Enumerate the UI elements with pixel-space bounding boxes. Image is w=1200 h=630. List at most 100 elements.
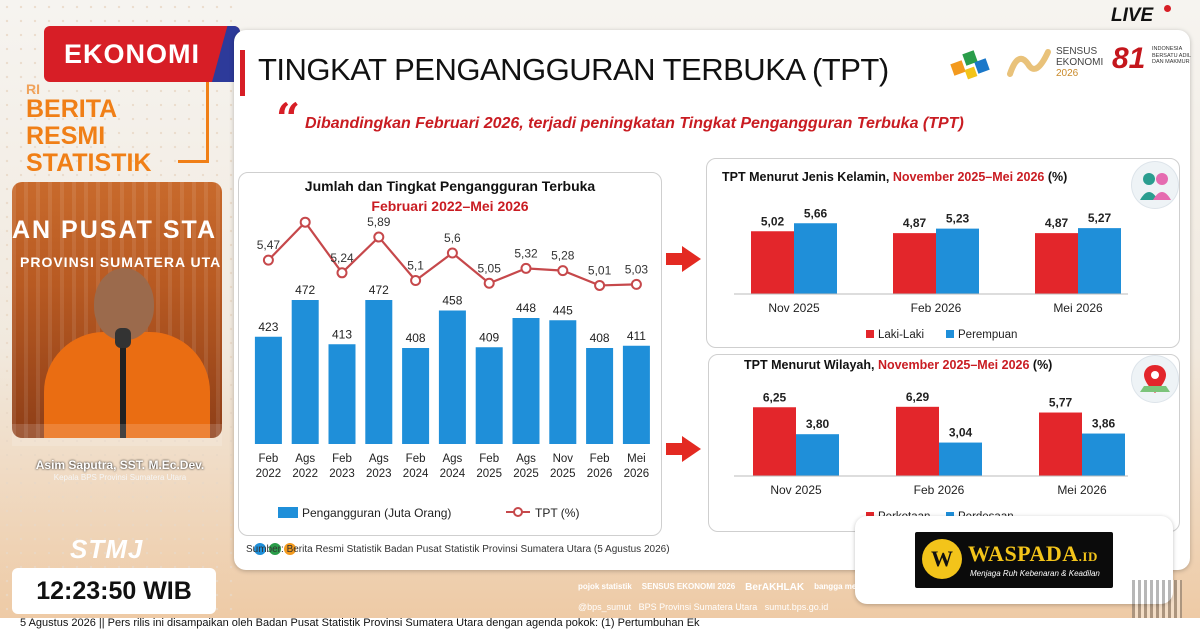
bar-label-1: 472 xyxy=(295,283,315,297)
tpt-point-7 xyxy=(520,262,532,274)
gender-bar-1-1 xyxy=(936,228,979,294)
gender-x-tick-1: Feb 2026 xyxy=(911,301,962,315)
gender-label-1-1: 5,23 xyxy=(946,212,970,226)
gender-legend-label-1: Perempuan xyxy=(958,329,1017,341)
tpt-label-9: 5,01 xyxy=(588,263,612,277)
program-title-frame xyxy=(206,40,209,162)
sensus-line-2: EKONOMI xyxy=(1056,57,1104,68)
tpt-point-4 xyxy=(410,275,422,286)
sensus-line-3: 2026 xyxy=(1056,68,1079,79)
bar-label-6: 409 xyxy=(479,330,499,344)
gender-bar-0-0 xyxy=(751,231,794,294)
x-tick-year-1: 2022 xyxy=(292,468,318,480)
arrow-right-icon xyxy=(666,246,702,272)
bar-label-5: 458 xyxy=(442,294,462,308)
footer-social: @bps_sumut BPS Provinsi Sumatera Utara s… xyxy=(578,602,829,612)
x-tick-year-4: 2024 xyxy=(403,468,429,480)
bar-unemployed-4 xyxy=(402,348,430,444)
gender-x-tick-0: Nov 2025 xyxy=(768,301,820,315)
microphone-stand xyxy=(120,330,126,438)
legend-swatch-bar xyxy=(278,507,298,518)
gender-legend-swatch-0 xyxy=(866,330,874,338)
region-chart-title-period: November 2025–Mei 2026 xyxy=(877,358,1030,372)
region-chart-title-unit: (%) xyxy=(1032,358,1053,372)
bar-unemployed-6 xyxy=(475,347,503,444)
bar-label-2: 413 xyxy=(332,327,352,341)
bar-unemployed-1 xyxy=(291,300,319,444)
footer-logo-pojok: pojok statistik xyxy=(578,582,632,591)
footer-logo-berakhlak: BerAKHLAK xyxy=(745,582,805,593)
source-note: Sumber: Berita Resmi Statistik Badan Pus… xyxy=(246,544,670,555)
region-x-tick-2: Mei 2026 xyxy=(1057,483,1107,497)
bar-unemployed-8 xyxy=(549,320,577,444)
arrow-right-icon xyxy=(666,436,702,462)
bar-unemployed-9 xyxy=(586,348,614,444)
main-chart-subtitle: Februari 2022–Mei 2026 xyxy=(371,198,529,214)
tpt-point-9 xyxy=(594,279,606,291)
x-tick-month-3: Ags xyxy=(369,453,389,465)
x-tick-month-7: Ags xyxy=(516,453,536,465)
speaker-figure xyxy=(44,332,210,438)
waspada-name-text: WASPADA xyxy=(968,541,1079,566)
region-label-0-0: 6,25 xyxy=(763,390,787,404)
tpt-point-1 xyxy=(299,216,311,228)
sensus-ekonomi-logo-icon xyxy=(1007,49,1051,77)
tpt-point-5 xyxy=(446,247,458,259)
bar-unemployed-2 xyxy=(328,344,356,444)
footer-logo-bangga: bangga melayani bangsa xyxy=(814,582,910,591)
program-title-line-1: BERITA xyxy=(26,95,118,123)
video-sign-line-1: AN PUSAT STA xyxy=(12,216,218,244)
gender-bar-1-2 xyxy=(1078,228,1121,294)
x-tick-month-0: Feb xyxy=(258,453,278,465)
x-tick-year-8: 2025 xyxy=(550,468,576,480)
tpt-label-2: 5,24 xyxy=(330,251,354,265)
tpt-point-0 xyxy=(262,254,274,266)
gender-chart: 5,02 5,66 Nov 2025 4,87 5,23 Feb 2026 4,87 5,27… xyxy=(734,206,1128,341)
tpt-label-0: 5,47 xyxy=(257,238,281,252)
program-prefix: RI xyxy=(26,81,40,97)
bar-unemployed-5 xyxy=(438,310,466,444)
live-dot-icon xyxy=(1164,5,1171,12)
x-tick-month-2: Feb xyxy=(332,453,352,465)
waspada-tagline: Menjaga Ruh Kebenaran & Keadilan xyxy=(970,569,1100,578)
tpt-point-10 xyxy=(630,278,642,290)
region-label-1-1: 3,04 xyxy=(949,426,973,440)
bps-logo-icon xyxy=(950,50,990,80)
video-sign-line-2: PROVINSI SUMATERA UTAR xyxy=(20,254,222,270)
region-x-tick-1: Feb 2026 xyxy=(914,483,965,497)
gender-chart-title-unit: (%) xyxy=(1047,170,1068,184)
x-tick-year-5: 2024 xyxy=(440,468,466,480)
tpt-point-2 xyxy=(336,267,348,279)
gender-x-tick-2: Mei 2026 xyxy=(1053,301,1103,315)
tpt-label-7: 5,32 xyxy=(514,246,538,260)
main-chart-frame xyxy=(238,172,662,536)
x-tick-year-0: 2022 xyxy=(256,468,282,480)
waspada-suffix: .ID xyxy=(1078,549,1098,564)
gender-label-0-2: 4,87 xyxy=(1045,216,1069,230)
tpt-label-6: 5,05 xyxy=(478,261,502,275)
logo-81-tagline: INDONESIA BERSATU ADIL DAN MAKMUR xyxy=(1152,46,1191,65)
x-tick-year-10: 2026 xyxy=(624,468,650,480)
microphone-icon xyxy=(115,328,131,348)
qr-code-icon xyxy=(1132,580,1182,618)
x-tick-month-1: Ags xyxy=(295,453,315,465)
waspada-w-icon: W xyxy=(922,539,962,579)
people-icon xyxy=(1132,162,1178,208)
gender-label-1-2: 5,27 xyxy=(1088,211,1112,225)
tpt-point-6 xyxy=(483,277,495,289)
region-chart-title: TPT Menurut Wilayah, November 2025–Mei 2… xyxy=(744,358,1052,372)
bar-unemployed-3 xyxy=(365,300,393,444)
bar-unemployed-10 xyxy=(622,345,650,444)
x-tick-year-2: 2023 xyxy=(329,468,355,480)
sensus-ekonomi-text: SENSUS EKONOMI 2026 xyxy=(1056,46,1103,79)
region-bar-0-0 xyxy=(753,407,796,476)
footer-logos: pojok statistik SENSUS EKONOMI 2026 BerA… xyxy=(578,582,909,593)
category-badge: EKONOMI xyxy=(44,26,240,82)
logo-81: 81 xyxy=(1112,42,1146,75)
region-chart-title-text: TPT Menurut Wilayah, xyxy=(744,358,875,372)
bar-label-0: 423 xyxy=(258,320,278,334)
region-bar-0-2 xyxy=(1039,412,1082,476)
region-bar-1-1 xyxy=(939,442,982,476)
region-label-0-1: 6,29 xyxy=(906,390,930,404)
gender-bar-0-2 xyxy=(1035,233,1078,294)
